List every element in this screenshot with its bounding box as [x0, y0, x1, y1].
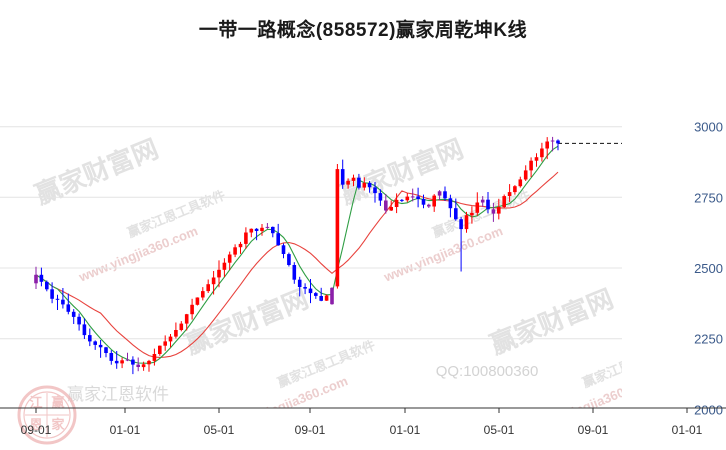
- svg-text:09-01: 09-01: [21, 423, 52, 437]
- svg-text:家: 家: [51, 417, 65, 432]
- svg-text:2500: 2500: [694, 261, 723, 276]
- svg-text:2750: 2750: [694, 190, 723, 205]
- svg-text:01-01: 01-01: [672, 423, 703, 437]
- svg-text:2000: 2000: [694, 402, 723, 417]
- svg-text:3000: 3000: [694, 120, 723, 135]
- svg-text:05-01: 05-01: [484, 423, 515, 437]
- svg-text:2250: 2250: [694, 332, 723, 347]
- svg-text:09-01: 09-01: [578, 423, 609, 437]
- svg-text:QQ:100800360: QQ:100800360: [436, 363, 539, 380]
- svg-text:09-01: 09-01: [295, 423, 326, 437]
- svg-text:赢家江恩软件: 赢家江恩软件: [67, 385, 169, 404]
- svg-text:01-01: 01-01: [110, 423, 141, 437]
- svg-text:05-01: 05-01: [204, 423, 235, 437]
- svg-text:01-01: 01-01: [390, 423, 421, 437]
